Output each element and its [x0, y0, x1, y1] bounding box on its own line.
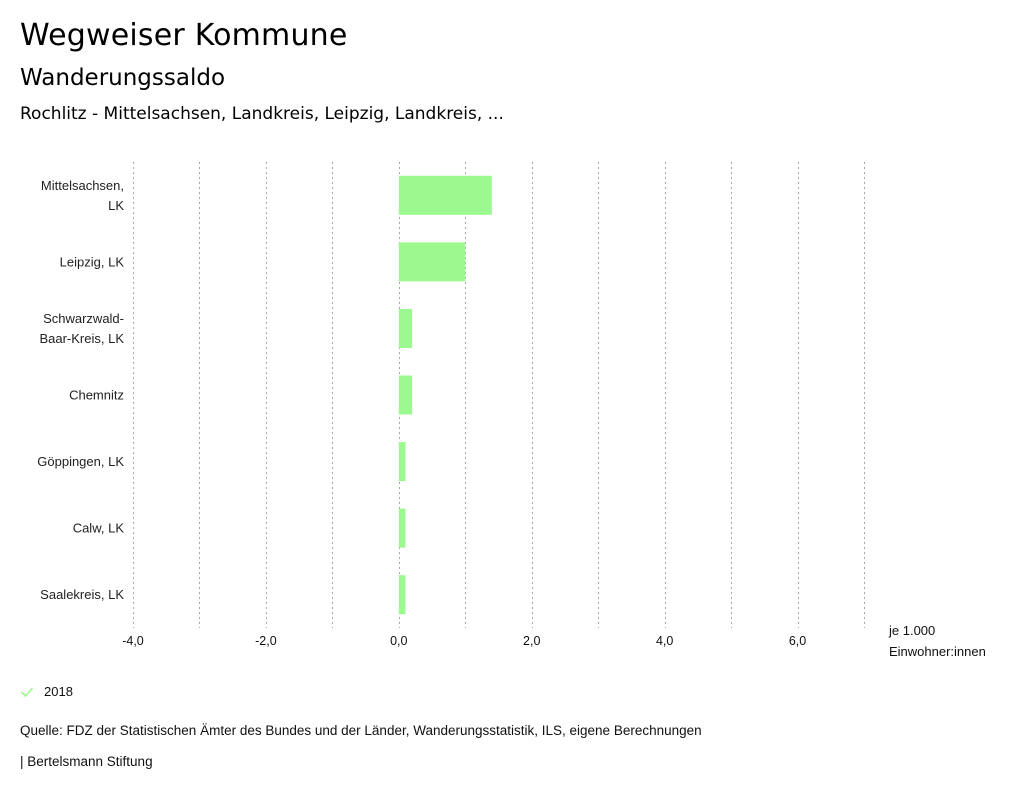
- credit-note: | Bertelsmann Stiftung: [20, 754, 153, 769]
- category-label: Mittelsachsen,: [41, 178, 124, 193]
- x-tick-label: 6,0: [789, 634, 806, 648]
- bar[interactable]: [398, 442, 406, 482]
- bar[interactable]: [398, 508, 406, 548]
- category-label: Leipzig, LK: [60, 254, 125, 269]
- category-label: Chemnitz: [69, 388, 124, 403]
- bar[interactable]: [398, 375, 413, 415]
- category-label: Baar-Kreis, LK: [39, 331, 124, 346]
- bar[interactable]: [398, 308, 413, 348]
- category-label: Schwarzwald-: [43, 311, 124, 326]
- category-label: Saalekreis, LK: [40, 587, 124, 602]
- category-label: Calw, LK: [73, 521, 125, 536]
- bar[interactable]: [398, 575, 406, 615]
- check-icon: [20, 686, 34, 697]
- page-title: Wegweiser Kommune: [20, 18, 348, 53]
- x-tick-label: -4,0: [122, 634, 144, 648]
- bar-chart: Mittelsachsen, LK Leipzig, LK Schwarzwald- B…: [37, 162, 986, 659]
- chart-subtitle: Wanderungssaldo: [20, 65, 226, 91]
- x-tick-label: 4,0: [656, 634, 673, 648]
- bar[interactable]: [398, 175, 492, 215]
- x-tick-label: -2,0: [255, 634, 277, 648]
- category-label: Göppingen, LK: [37, 454, 124, 469]
- axis-unit-label: je 1.000: [888, 623, 935, 638]
- source-note: Quelle: FDZ der Statistischen Ämter des …: [20, 723, 702, 738]
- legend-label: 2018: [44, 684, 73, 699]
- axis-unit-label: Einwohner:innen: [889, 644, 986, 659]
- region-label: Rochlitz - Mittelsachsen, Landkreis, Lei…: [20, 104, 504, 124]
- bar[interactable]: [398, 242, 466, 282]
- category-label: LK: [108, 198, 124, 213]
- legend[interactable]: 2018: [20, 684, 73, 699]
- x-tick-label: 2,0: [523, 634, 540, 648]
- x-tick-label: 0,0: [390, 634, 407, 648]
